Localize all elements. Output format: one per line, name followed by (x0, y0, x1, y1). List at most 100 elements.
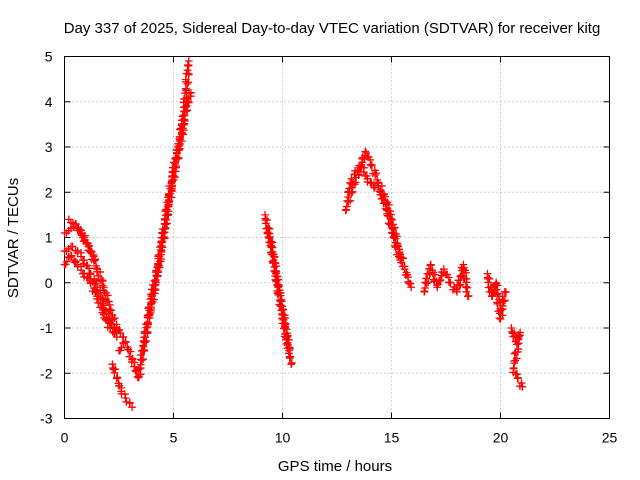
data-point-arc-5b (384, 219, 393, 228)
data-point-arc-2 (122, 397, 131, 406)
chart-title: Day 337 of 2025, Sidereal Day-to-day VTE… (64, 20, 601, 37)
data-point-arc-3b (140, 333, 148, 342)
data-point-arc-5b (396, 256, 405, 264)
data-point-arc-3b (168, 168, 177, 177)
data-points (60, 57, 527, 412)
data-point-arc-7 (485, 274, 494, 283)
data-point-arc-3b (174, 145, 183, 154)
data-point-arc-4 (288, 359, 296, 367)
data-point-arc-5 (407, 283, 415, 292)
grid (64, 56, 610, 419)
data-point-arc-4b (279, 311, 288, 319)
data-point-arc-5 (371, 171, 380, 179)
data-point-arc-6 (426, 261, 435, 270)
data-point-arc-7 (501, 296, 509, 305)
data-point-arc-3b (182, 93, 191, 102)
y-tick-label: 2 (45, 184, 53, 200)
y-axis-label: SDTVAR / TECUs (5, 178, 22, 298)
data-point-arc-3 (117, 343, 126, 352)
data-point-arc-8 (510, 349, 519, 358)
axis-ticks (64, 56, 610, 419)
data-point-arc-4b (269, 259, 277, 267)
data-point-arc-5 (367, 161, 376, 170)
y-tick-label: 0 (45, 275, 53, 291)
data-point-arc-6 (446, 279, 455, 287)
data-point-arc-3b (151, 276, 160, 285)
data-point-arc-8 (516, 331, 525, 340)
data-point-arc-4b (277, 295, 286, 304)
data-point-arc-1b (104, 309, 113, 318)
data-point-arc-6 (459, 273, 468, 282)
data-point-arc-7 (493, 281, 502, 290)
data-point-arc-1c (94, 299, 103, 307)
data-point-arc-1b (112, 333, 121, 341)
data-point-arc-4b (279, 324, 288, 333)
data-point-arc-5 (373, 178, 382, 187)
data-point-arc-3b (182, 84, 190, 93)
data-point-arc-3b (177, 120, 186, 128)
data-point-arc-5b (390, 234, 399, 242)
data-point-arc-4 (285, 354, 294, 362)
data-point-arc-6 (422, 274, 430, 283)
data-point-arc-2 (128, 403, 136, 412)
data-point-arc-3b (153, 262, 162, 271)
data-point-arc-1d (91, 256, 99, 264)
data-point-arc-4b (270, 252, 279, 261)
data-point-arc-7 (498, 292, 507, 301)
data-point-arc-8 (513, 340, 521, 349)
data-point-arc-1a (96, 276, 104, 285)
data-point-arc-2 (121, 394, 130, 402)
data-point-arc-3 (126, 347, 135, 356)
data-point-arc-3b (165, 192, 173, 200)
data-point-arc-4b (274, 291, 283, 299)
data-point-arc-4 (287, 360, 296, 369)
data-point-arc-3 (137, 356, 146, 365)
data-point-arc-2 (111, 365, 120, 374)
data-point-arc-6 (452, 286, 461, 294)
data-point-arc-3b (168, 176, 176, 185)
data-point-arc-6 (462, 268, 470, 277)
x-tick-label: 15 (384, 430, 400, 446)
y-tick-label: -3 (40, 411, 53, 427)
data-point-arc-6 (433, 281, 441, 289)
data-point-arc-4b (268, 238, 277, 247)
data-point-arc-2 (125, 399, 134, 408)
data-point-arc-2 (112, 374, 121, 383)
data-point-arc-2 (110, 368, 119, 377)
data-point-arc-4b (274, 280, 282, 289)
data-point-arc-7 (501, 287, 509, 296)
data-point-arc-1c (106, 324, 115, 332)
data-point-arc-1a (103, 291, 112, 300)
data-point-arc-5b (386, 214, 395, 223)
data-point-arc-1d (72, 220, 80, 229)
data-point-arc-5b (344, 187, 353, 196)
data-point-arc-4b (265, 229, 274, 238)
data-point-arc-5 (405, 279, 413, 288)
x-axis-label: GPS time / hours (278, 458, 392, 475)
x-tick-label: 25 (602, 430, 618, 446)
data-point-arc-1c (105, 318, 114, 327)
data-point-arc-3b (161, 220, 170, 229)
data-point-arc-1d (80, 236, 89, 244)
data-point-arc-5b (394, 252, 403, 261)
data-point-arc-1b (68, 242, 77, 251)
data-point-arc-6 (462, 288, 471, 296)
y-tick-label: 1 (45, 230, 53, 246)
data-point-arc-7 (493, 300, 502, 308)
data-point-arc-4b (273, 281, 282, 290)
data-point-arc-3b (161, 215, 169, 224)
data-point-arc-3b (157, 246, 166, 255)
data-point-arc-3b (164, 201, 173, 209)
x-tick-label: 10 (275, 430, 291, 446)
data-point-arc-5b (345, 184, 354, 193)
data-point-arc-6 (454, 276, 463, 285)
y-tick-label: 5 (45, 49, 53, 65)
data-point-arc-5b (377, 195, 386, 203)
data-point-arc-5b (353, 167, 362, 176)
data-point-arc-1c (86, 279, 95, 288)
data-point-arc-4 (263, 216, 271, 224)
data-point-arc-6 (463, 283, 472, 292)
data-point-arc-5b (379, 191, 388, 199)
axis-tick-labels: 0 5 10 15 20 25 -3 -2 -1 0 1 2 3 4 5 (40, 49, 617, 446)
